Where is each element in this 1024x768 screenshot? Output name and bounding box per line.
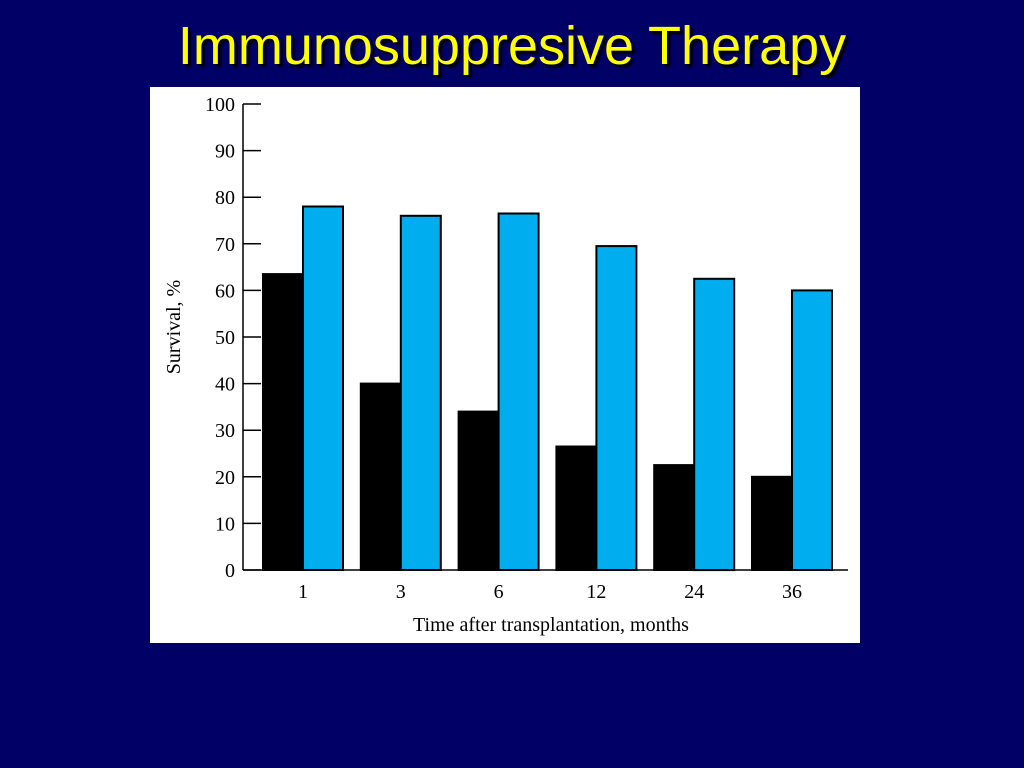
y-tick-label: 0 bbox=[225, 560, 235, 582]
x-tick-label: 3 bbox=[396, 581, 406, 603]
y-tick-label: 30 bbox=[215, 420, 235, 442]
y-tick-label: 70 bbox=[215, 234, 235, 256]
y-axis-label: Survival, % bbox=[163, 280, 185, 374]
slide-title: Immunosuppresive Therapy bbox=[177, 16, 847, 76]
x-tick-label: 12 bbox=[586, 581, 606, 603]
bar-blue-36 bbox=[791, 289, 833, 571]
bar-blue-3 bbox=[399, 214, 442, 572]
x-tick-label: 6 bbox=[494, 581, 504, 603]
y-tick-label: 20 bbox=[215, 467, 235, 489]
x-tick-label: 1 bbox=[298, 581, 308, 603]
y-tick-label: 60 bbox=[215, 280, 235, 302]
bars-layer bbox=[262, 205, 833, 572]
x-axis-label: Time after transplantation, months bbox=[413, 614, 689, 636]
bar-blue-1 bbox=[302, 205, 344, 571]
y-tick-label: 50 bbox=[215, 327, 235, 349]
y-tick-label: 10 bbox=[215, 513, 235, 535]
bar-blue-12 bbox=[595, 245, 638, 571]
bar-dark-36 bbox=[751, 475, 793, 571]
y-tick-label: 80 bbox=[215, 187, 235, 209]
y-tick-label: 90 bbox=[215, 141, 235, 163]
bar-dark-1 bbox=[262, 273, 304, 571]
x-tick-label: 24 bbox=[684, 581, 704, 603]
y-tick-label: 100 bbox=[205, 94, 235, 116]
bar-blue-24 bbox=[693, 277, 736, 572]
bar-dark-24 bbox=[653, 464, 696, 572]
x-tick-label: 36 bbox=[782, 581, 802, 603]
bar-dark-3 bbox=[359, 382, 402, 571]
chart-panel: 1 3 6 12 24 36 0 10 20 30 40 50 60 70 80 90 100 Survival… bbox=[150, 87, 860, 643]
bar-blue-6 bbox=[497, 212, 540, 571]
bar-dark-12 bbox=[555, 445, 598, 571]
bar-dark-6 bbox=[457, 410, 500, 571]
y-tick-label: 40 bbox=[215, 374, 235, 396]
